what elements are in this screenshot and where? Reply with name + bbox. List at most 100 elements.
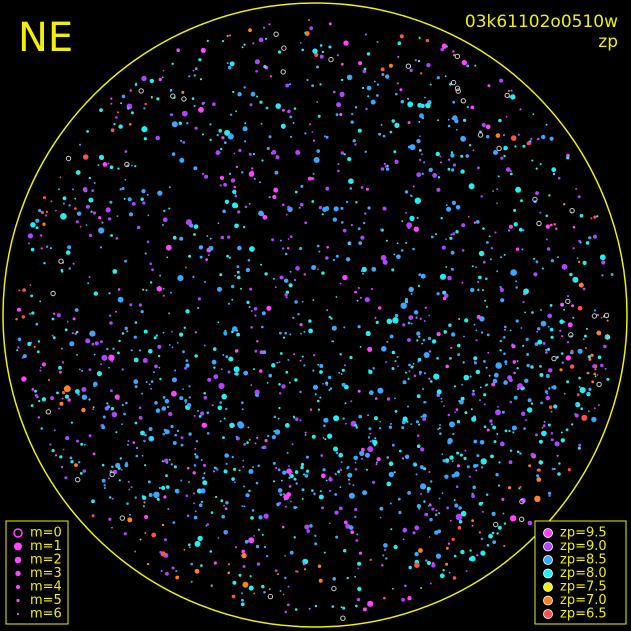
star: [295, 506, 298, 509]
star: [232, 326, 238, 332]
star: [196, 488, 202, 494]
star: [572, 276, 579, 283]
star: [463, 118, 467, 122]
star: [17, 337, 22, 342]
star: [576, 393, 580, 397]
star: [399, 34, 404, 39]
star: [560, 431, 563, 434]
star-open: [280, 69, 286, 75]
star: [237, 422, 245, 429]
star: [401, 597, 405, 602]
star: [41, 397, 47, 402]
star: [319, 396, 322, 399]
star-open: [504, 92, 510, 99]
star: [596, 313, 600, 317]
star: [234, 223, 239, 229]
star-open: [493, 521, 499, 528]
star: [219, 420, 222, 423]
star: [355, 106, 358, 109]
star: [98, 227, 105, 234]
star: [129, 513, 131, 516]
star: [217, 321, 220, 324]
star: [229, 422, 235, 428]
star: [593, 215, 597, 219]
star: [185, 309, 190, 314]
star: [62, 448, 65, 451]
star: [499, 441, 505, 447]
star: [294, 470, 299, 474]
star: [212, 102, 216, 106]
star: [70, 460, 74, 464]
star: [210, 511, 214, 514]
star: [221, 393, 227, 400]
star: [93, 353, 96, 356]
star: [606, 319, 609, 322]
star: [228, 356, 234, 362]
star: [222, 436, 225, 439]
star: [348, 492, 355, 499]
star: [348, 482, 351, 485]
star: [271, 149, 277, 155]
star: [357, 286, 360, 290]
star: [166, 256, 169, 259]
star: [419, 373, 422, 376]
star: [400, 302, 407, 309]
star: [179, 157, 185, 163]
star: [111, 360, 114, 363]
star: [186, 514, 190, 517]
star: [522, 144, 526, 148]
star: [357, 128, 362, 133]
star: [565, 428, 569, 432]
star: [418, 120, 421, 123]
star: [482, 227, 485, 230]
star: [60, 465, 64, 469]
star: [509, 172, 513, 176]
star: [59, 401, 64, 406]
star: [434, 530, 439, 535]
star: [174, 488, 180, 494]
star: [381, 346, 387, 352]
star: [367, 346, 373, 352]
star: [416, 216, 419, 219]
star: [244, 122, 247, 125]
star: [457, 343, 461, 348]
star: [263, 26, 266, 29]
star: [50, 200, 53, 203]
star: [402, 538, 405, 541]
star: [368, 427, 372, 431]
star: [388, 471, 394, 478]
star: [227, 571, 231, 575]
star: [583, 334, 587, 338]
star: [575, 187, 578, 190]
star: [43, 196, 46, 200]
star: [539, 373, 544, 377]
star: [407, 338, 411, 342]
star: [502, 410, 505, 414]
star: [281, 384, 286, 389]
star: [432, 173, 437, 178]
star: [123, 197, 126, 200]
star: [345, 422, 347, 425]
star: [416, 139, 421, 144]
star: [420, 447, 425, 452]
star: [396, 356, 399, 358]
star: [402, 323, 406, 327]
star: [463, 335, 465, 338]
star: [274, 170, 279, 175]
star: [124, 463, 129, 468]
star: [193, 104, 196, 108]
star: [148, 349, 153, 354]
star: [88, 434, 92, 438]
star: [348, 178, 354, 184]
star: [563, 321, 566, 323]
star: [407, 491, 411, 495]
star: [259, 100, 263, 104]
star: [127, 480, 130, 483]
star: [408, 565, 412, 570]
star: [180, 443, 184, 447]
star: [278, 361, 281, 364]
star: [180, 436, 184, 439]
star: [200, 564, 203, 567]
star: [29, 284, 32, 286]
star: [499, 287, 504, 293]
